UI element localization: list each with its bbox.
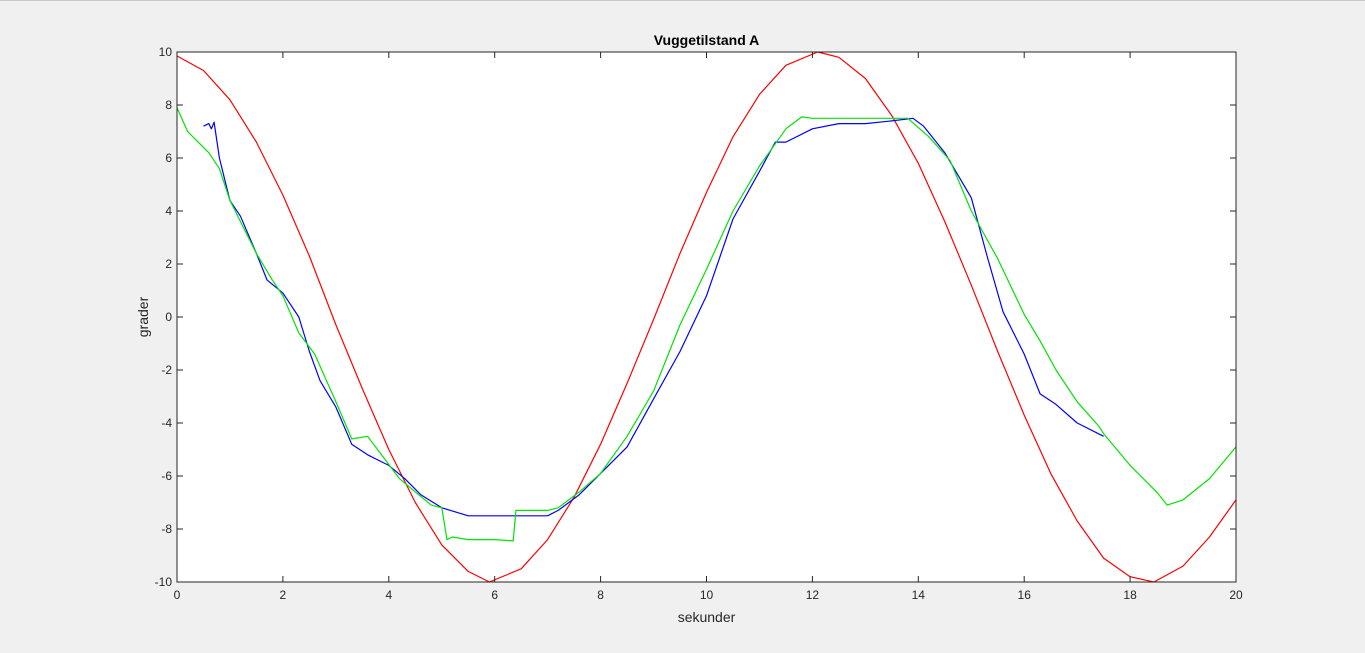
chart-title: Vuggetilstand A <box>654 32 760 48</box>
y-tick-label: -10 <box>155 575 173 589</box>
y-tick-label: -6 <box>161 469 172 483</box>
series-line-3[interactable] <box>176 107 1237 542</box>
x-tick-label: 20 <box>1229 588 1243 602</box>
y-tick-label: 0 <box>165 310 172 324</box>
x-axis-label: sekunder <box>678 609 736 625</box>
y-tick-label: 2 <box>165 257 172 271</box>
x-tick-label: 10 <box>700 588 714 602</box>
series-line-1[interactable] <box>176 51 1237 583</box>
x-tick-label: 6 <box>491 588 498 602</box>
x-axis: 0 2 4 6 8 10 12 14 16 18 20 <box>174 52 1243 602</box>
x-tick-label: 4 <box>385 588 392 602</box>
y-tick-label: 4 <box>165 204 172 218</box>
y-tick-label: 6 <box>165 151 172 165</box>
x-tick-label: 2 <box>280 588 287 602</box>
series-line-2[interactable] <box>203 117 1104 517</box>
y-tick-label: -2 <box>161 363 172 377</box>
y-tick-label: -4 <box>161 416 172 430</box>
x-tick-label: 18 <box>1123 588 1137 602</box>
y-axis-label: grader <box>135 296 151 337</box>
y-tick-label: -8 <box>161 522 172 536</box>
plot-area[interactable] <box>177 52 1236 582</box>
y-tick-label: 10 <box>159 45 173 59</box>
x-tick-label: 8 <box>597 588 604 602</box>
x-tick-label: 0 <box>174 588 181 602</box>
y-tick-label: 8 <box>165 98 172 112</box>
series-layer <box>176 51 1237 583</box>
y-axis: -10 -8 -6 -4 -2 0 2 4 6 8 10 <box>155 45 1236 589</box>
x-tick-label: 14 <box>912 588 926 602</box>
x-tick-label: 12 <box>806 588 820 602</box>
x-tick-label: 16 <box>1018 588 1032 602</box>
